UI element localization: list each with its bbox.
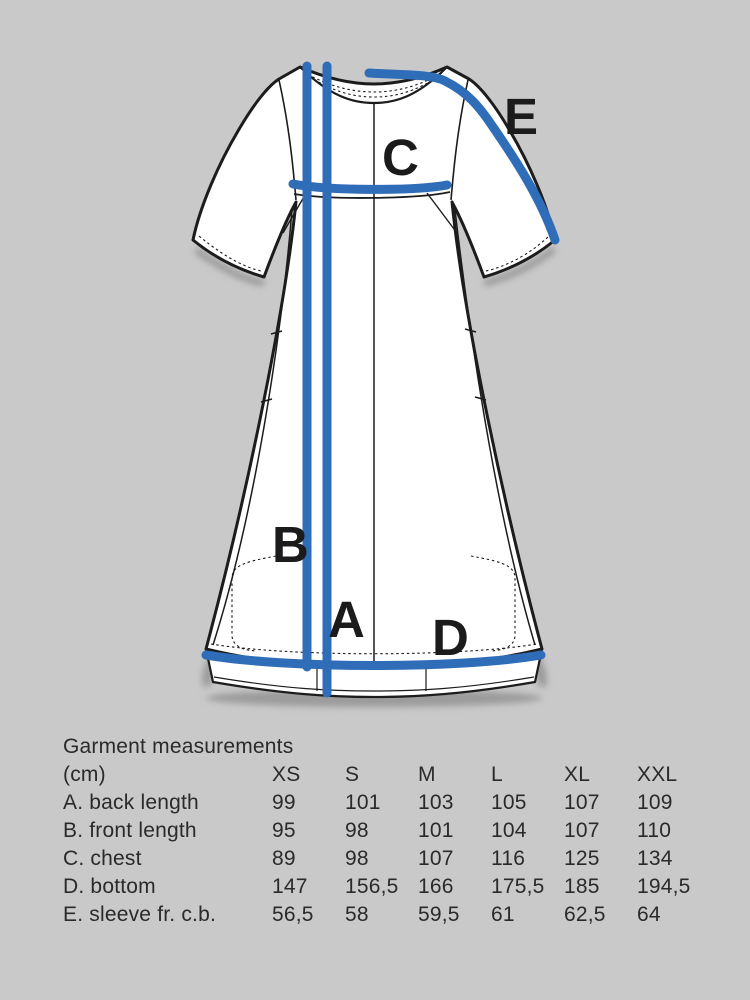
table-cell: 156,5 <box>345 875 399 898</box>
table-cell: 59,5 <box>418 903 460 926</box>
table-cell: 99 <box>272 791 296 814</box>
row-label: B. front length <box>63 819 197 842</box>
measure-line-e-sleeve <box>364 68 560 245</box>
garment-flat-drawing: C E B A D <box>191 61 560 707</box>
row-label: A. back length <box>63 791 199 814</box>
left-sleeve-shadow <box>193 247 265 287</box>
table-cell: 107 <box>564 819 600 842</box>
table-cell: 109 <box>637 791 673 814</box>
table-cell: 58 <box>345 903 369 926</box>
row-label: C. chest <box>63 847 142 870</box>
table-cell: 64 <box>637 903 661 926</box>
measure-line-d-bottom <box>201 650 546 670</box>
table-cell: 62,5 <box>564 903 606 926</box>
column-header-xxl: XXL <box>637 763 678 786</box>
marker-letter-b: B <box>272 516 309 573</box>
table-cell: 107 <box>564 791 600 814</box>
table-cell: 89 <box>272 847 296 870</box>
table-cell: 98 <box>345 819 369 842</box>
table-cell: 107 <box>418 847 454 870</box>
table-cell: 105 <box>491 791 527 814</box>
row-label: D. bottom <box>63 875 156 898</box>
right-sleeve-shadow <box>483 246 557 287</box>
table-cell: 101 <box>345 791 381 814</box>
table-cell: 134 <box>637 847 673 870</box>
table-cell: 166 <box>418 875 454 898</box>
table-cell: 194,5 <box>637 875 691 898</box>
table-grid: (cm) XS S M L XL XXL A. back length 99 1… <box>63 761 723 929</box>
column-header-l: L <box>491 763 503 786</box>
table-cell: 56,5 <box>272 903 314 926</box>
marker-letter-d: D <box>432 609 469 666</box>
table-cell: 185 <box>564 875 600 898</box>
column-header-xs: XS <box>272 763 301 786</box>
garment-measurements-table: Garment measurements (cm) XS S M L XL XX… <box>63 733 723 929</box>
marker-letter-e: E <box>504 88 538 145</box>
table-cell: 98 <box>345 847 369 870</box>
table-cell: 175,5 <box>491 875 545 898</box>
table-title: Garment measurements <box>63 735 294 758</box>
table-cell: 104 <box>491 819 527 842</box>
table-cell: 110 <box>637 819 672 842</box>
table-cell: 103 <box>418 791 454 814</box>
row-label: E. sleeve fr. c.b. <box>63 903 216 926</box>
table-cell: 95 <box>272 819 296 842</box>
measurement-letters: C E B A D <box>272 88 538 666</box>
table-cell: 125 <box>564 847 600 870</box>
marker-letter-c: C <box>382 129 419 186</box>
column-header-m: M <box>418 763 436 786</box>
measurement-lines <box>201 61 560 698</box>
column-header-s: S <box>345 763 360 786</box>
table-cell: 101 <box>418 819 454 842</box>
measure-line-c-chest <box>288 179 452 194</box>
marker-letter-a: A <box>328 591 365 648</box>
column-header-xl: XL <box>564 763 591 786</box>
unit-label: (cm) <box>63 763 106 786</box>
seam-lines <box>198 66 550 665</box>
table-cell: 116 <box>491 847 526 870</box>
table-cell: 61 <box>491 903 515 926</box>
table-cell: 147 <box>272 875 308 898</box>
